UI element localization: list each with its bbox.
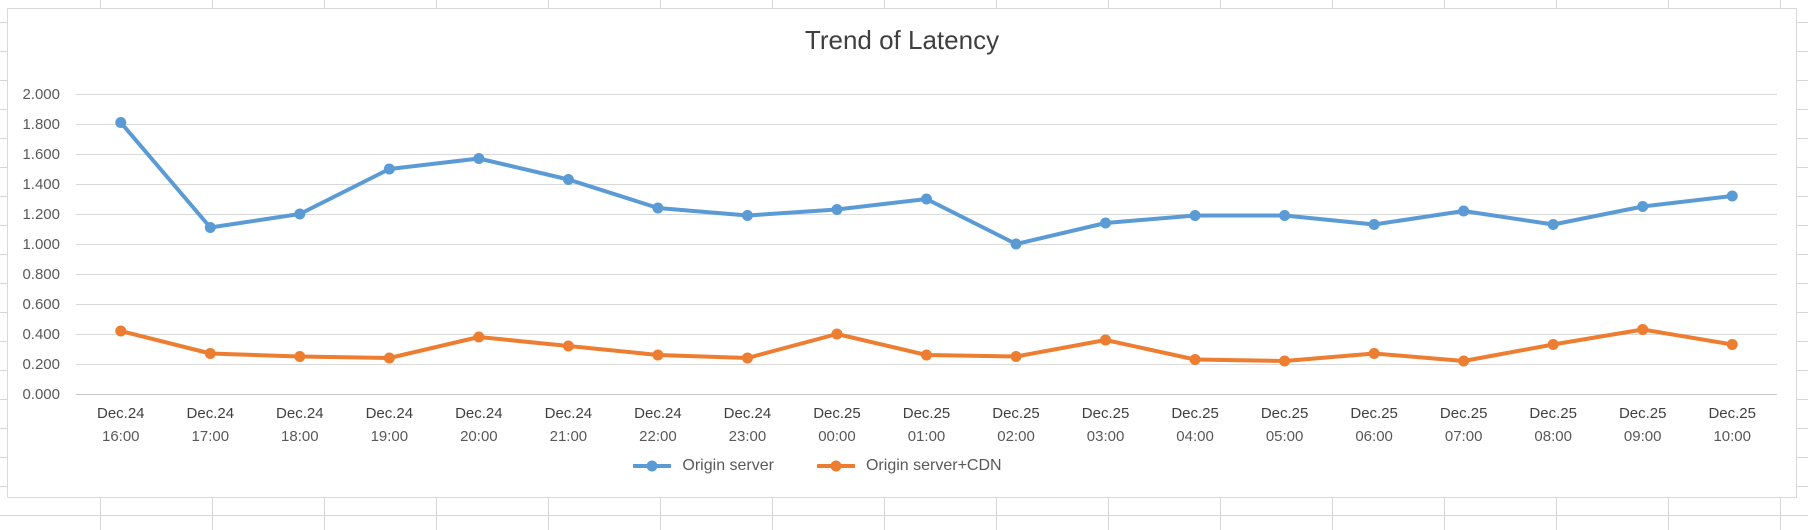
x-axis-label-date: Dec.24	[545, 405, 593, 422]
data-point-origin-server[interactable]	[921, 193, 932, 205]
data-point-origin-server-cdn[interactable]	[1547, 339, 1559, 350]
data-point-origin-server-cdn[interactable]	[1637, 324, 1649, 335]
x-axis-label-time: 09:00	[1624, 428, 1662, 445]
data-point-origin-server-cdn[interactable]	[1010, 351, 1022, 362]
x-axis-label-date: Dec.25	[1350, 405, 1398, 422]
legend-item-origin-server-cdn[interactable]: Origin server+CDN	[816, 457, 1002, 475]
x-axis-label-date: Dec.25	[992, 405, 1040, 422]
x-axis-label-time: 02:00	[997, 428, 1035, 445]
series-line-origin-server[interactable]	[118, 120, 1735, 246]
legend-item-origin-server[interactable]: Origin server	[632, 457, 774, 475]
x-axis-label-time: 17:00	[192, 428, 230, 445]
y-axis-tick-label: 0.000	[22, 386, 60, 403]
x-axis-label-date: Dec.24	[187, 405, 235, 422]
data-point-origin-server-cdn[interactable]	[1726, 339, 1738, 350]
data-point-origin-server[interactable]	[1010, 238, 1022, 250]
data-point-origin-server[interactable]	[741, 210, 753, 221]
chart-frame[interactable]: 0.000 0.200 0.400 0.600 0.800 1.000 1.200 1.400…	[7, 8, 1797, 498]
data-point-origin-server[interactable]	[1547, 219, 1559, 230]
x-axis-label-date: Dec.25	[1171, 405, 1219, 422]
x-axis-label-time: 10:00	[1713, 428, 1751, 445]
x-axis-label-date: Dec.25	[1708, 405, 1756, 422]
data-point-origin-server[interactable]	[473, 153, 485, 164]
data-point-origin-server[interactable]	[562, 174, 574, 185]
x-axis-label-date: Dec.24	[724, 405, 772, 422]
x-axis-label-time: 01:00	[908, 428, 946, 445]
x-axis-label-time: 07:00	[1445, 428, 1483, 445]
x-axis-label-date: Dec.25	[1619, 405, 1667, 422]
x-axis-label-date: Dec.25	[1440, 405, 1488, 422]
data-point-origin-server[interactable]	[1189, 210, 1201, 221]
plot-canvas[interactable]: 0.000 0.200 0.400 0.600 0.800 1.000 1.200 1.400…	[8, 9, 1797, 498]
x-axis-label-date: Dec.24	[455, 405, 503, 422]
legend-label: Origin server	[682, 457, 774, 474]
x-axis-label-time: 21:00	[550, 428, 588, 445]
y-axis-tick-label: 1.200	[22, 206, 60, 223]
data-point-origin-server[interactable]	[1100, 217, 1112, 229]
line-marker-icon	[633, 460, 672, 472]
data-point-origin-server-cdn[interactable]	[115, 325, 127, 337]
y-axis-tick-label: 1.000	[22, 236, 60, 253]
x-axis-label-date: Dec.25	[1261, 405, 1309, 422]
data-point-origin-server-cdn[interactable]	[383, 352, 395, 364]
x-axis-label-time: 08:00	[1534, 428, 1572, 445]
x-axis-label-time: 04:00	[1176, 428, 1214, 445]
chart-title: Trend of Latency	[804, 25, 1000, 55]
data-point-origin-server-cdn[interactable]	[1279, 355, 1291, 367]
y-axis-tick-label: 0.200	[22, 356, 60, 373]
x-axis-label-date: Dec.25	[1082, 405, 1130, 422]
x-axis-label-time: 00:00	[818, 428, 856, 445]
data-point-origin-server[interactable]	[204, 222, 216, 233]
data-point-origin-server[interactable]	[1458, 205, 1470, 217]
data-point-origin-server[interactable]	[652, 202, 664, 214]
data-point-origin-server[interactable]	[115, 117, 127, 128]
data-point-origin-server-cdn[interactable]	[921, 349, 932, 361]
y-axis-tick-label: 2.000	[22, 86, 60, 103]
data-point-origin-server-cdn[interactable]	[1368, 348, 1380, 359]
y-axis-tick-label: 1.400	[22, 176, 60, 193]
x-axis-label-time: 18:00	[281, 428, 319, 445]
data-point-origin-server[interactable]	[1637, 201, 1649, 212]
data-point-origin-server[interactable]	[831, 204, 843, 215]
y-axis-tick-label: 1.800	[22, 116, 60, 133]
data-point-origin-server-cdn[interactable]	[562, 340, 574, 352]
x-axis-label-time: 22:00	[639, 428, 677, 445]
x-axis-label-date: Dec.24	[366, 405, 414, 422]
y-axis-tick-label: 1.600	[22, 146, 60, 163]
data-point-origin-server-cdn[interactable]	[1189, 354, 1201, 365]
data-point-origin-server[interactable]	[1368, 219, 1380, 230]
x-axis-label-date: Dec.24	[97, 405, 145, 422]
x-axis-label-time: 23:00	[729, 428, 767, 445]
data-point-origin-server[interactable]	[1726, 190, 1738, 202]
data-point-origin-server-cdn[interactable]	[473, 331, 485, 343]
x-axis-label-date: Dec.24	[276, 405, 324, 422]
data-point-origin-server-cdn[interactable]	[1458, 355, 1470, 367]
x-axis-label-time: 05:00	[1266, 428, 1304, 445]
data-point-origin-server-cdn[interactable]	[652, 349, 664, 361]
data-point-origin-server[interactable]	[294, 208, 306, 220]
x-axis-label-time: 19:00	[371, 428, 409, 445]
data-point-origin-server-cdn[interactable]	[741, 352, 753, 364]
y-axis-tick-label: 0.600	[22, 296, 60, 313]
x-axis-label-date: Dec.25	[903, 405, 951, 422]
data-point-origin-server-cdn[interactable]	[1100, 334, 1112, 346]
data-point-origin-server-cdn[interactable]	[204, 348, 216, 359]
x-axis-label-time: 06:00	[1355, 428, 1393, 445]
x-axis-label-time: 03:00	[1087, 428, 1125, 445]
data-point-origin-server-cdn[interactable]	[294, 351, 306, 362]
data-point-origin-server-cdn[interactable]	[831, 328, 843, 340]
x-axis-label-time: 16:00	[102, 428, 140, 445]
y-axis-tick-label: 0.400	[22, 326, 60, 343]
line-marker-icon	[816, 460, 855, 472]
data-point-origin-server[interactable]	[1279, 210, 1291, 221]
legend-label: Origin server+CDN	[865, 457, 1002, 474]
x-axis-label-time: 20:00	[460, 428, 498, 445]
data-point-origin-server[interactable]	[383, 163, 395, 175]
y-axis-tick-label: 0.800	[22, 266, 60, 283]
x-axis-label-date: Dec.25	[1529, 405, 1577, 422]
x-axis-label-date: Dec.25	[813, 405, 861, 422]
chart-legend: Origin server Origin server+CDN	[8, 457, 1711, 475]
x-axis-label-date: Dec.24	[634, 405, 682, 422]
